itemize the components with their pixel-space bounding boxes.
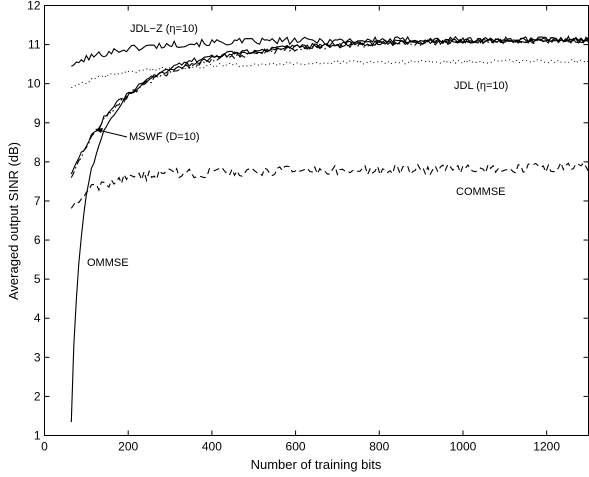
annotation-jdl: JDL (η=10) [454,80,508,92]
y-tick-label: 11 [28,38,41,52]
series-line-2 [71,58,589,88]
x-tick-label: 1000 [450,440,477,454]
x-tick-label: 400 [202,440,222,454]
x-tick-label: 800 [369,440,389,454]
y-tick-label: 5 [34,272,41,286]
series-line-6 [70,37,589,423]
y-tick-label: 4 [34,311,41,325]
y-tick-label: 9 [34,116,41,130]
mswf-pointer-line [97,129,128,138]
series-line-1 [71,35,589,67]
plot-frame [44,5,589,436]
y-tick-label: 7 [34,194,41,208]
x-axis-title: Number of training bits [251,457,382,472]
y-axis-title: Averaged output SINR (dB) [6,142,21,300]
series-line-3 [70,36,589,175]
x-tick-label: 0 [41,440,48,454]
annotation-mswf: MSWF (D=10) [129,131,200,143]
y-tick-label: 8 [34,155,41,169]
y-tick-label: 12 [27,0,41,13]
y-tick-label: 6 [34,233,41,247]
annotation-ommse: OMMSE [87,257,129,269]
y-tick-label: 3 [34,350,41,364]
y-tick-label: 10 [27,77,41,91]
series-line-5 [70,161,589,209]
x-tick-label: 1200 [533,440,560,454]
x-tick-label: 600 [286,440,306,454]
axis-ticks [44,5,589,436]
mswf-pointer-arrowhead [95,128,103,133]
series-line-4 [70,37,589,178]
y-tick-label: 1 [34,429,41,443]
x-tick-label: 200 [118,440,138,454]
annotation-jdl-z: JDL−Z (η=10) [130,23,198,35]
plot-lines [70,35,589,423]
y-tick-label: 2 [34,389,41,403]
annotation-commse: COMMSE [456,186,506,198]
